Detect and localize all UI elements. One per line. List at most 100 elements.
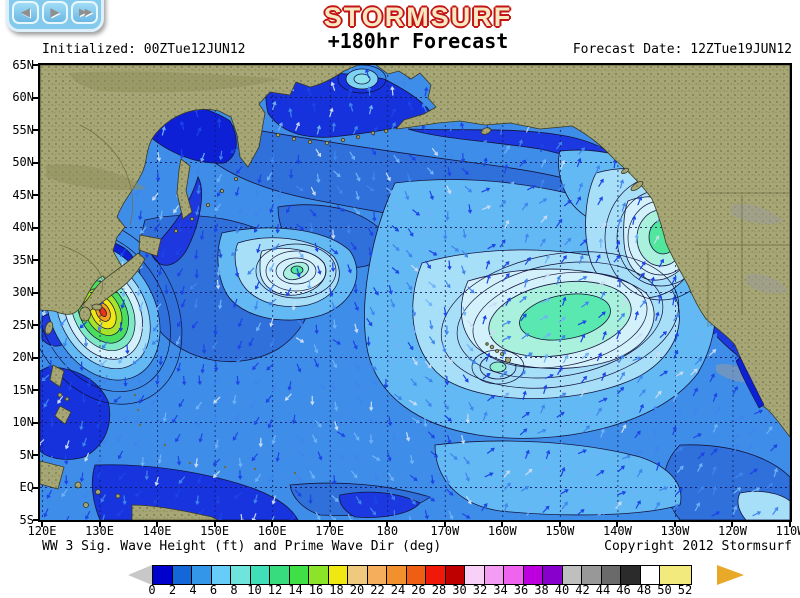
lon-tick-mark (98, 522, 101, 527)
lat-tick-mark (33, 194, 39, 196)
lat-label: 5S (19, 512, 34, 527)
lon-tick-mark (41, 522, 43, 527)
sakhalin-island (176, 158, 193, 220)
lat-tick-mark (33, 129, 39, 131)
lon-label: 150E (200, 524, 230, 538)
legend-color-cell (152, 565, 173, 585)
lon-label: 170E (315, 524, 345, 538)
legend-color-cell (230, 565, 251, 585)
legend-color-cell (308, 565, 329, 585)
land-masses (40, 65, 790, 520)
legend-underflow-arrow (128, 565, 152, 585)
legend-overflow-cell (659, 565, 692, 585)
scale-tick-label: 16 (308, 583, 324, 597)
lon-tick-mark (501, 522, 504, 527)
scale-tick-label: 4 (189, 583, 197, 597)
philippines (49, 364, 72, 425)
initialized-label: Initialized: 00ZTue12JUN12 (42, 42, 246, 57)
scale-tick-label: 28 (431, 583, 447, 597)
lat-tick-mark (33, 291, 39, 294)
haida-gwaii (620, 167, 630, 175)
legend-color-cell (347, 565, 368, 585)
scale-tick-label: 48 (636, 583, 652, 597)
map-caption: WW 3 Sig. Wave Height (ft) and Prime Wav… (42, 539, 442, 554)
legend-color-cell (522, 565, 543, 585)
scale-tick-label: 40 (554, 583, 570, 597)
legend-color-cell (386, 565, 407, 585)
legend-color-cell (581, 565, 602, 585)
lon-tick-mark (328, 522, 331, 527)
legend-color-cell (620, 565, 641, 585)
lat-label: 5N (19, 447, 34, 462)
legend-color-cell (366, 565, 387, 585)
lon-tick-mark (156, 522, 159, 527)
scale-tick-label: 24 (390, 583, 406, 597)
lon-tick-mark (731, 522, 734, 527)
scale-tick-label: 6 (209, 583, 218, 597)
lon-tick-mark (213, 522, 216, 527)
asia-landmass (40, 65, 359, 315)
gulf-of-california (735, 356, 765, 409)
lon-tick-mark (616, 522, 619, 527)
lat-tick-mark (33, 454, 39, 456)
scale-tick-label: 20 (349, 583, 365, 597)
pacific-wave-map-frame (38, 63, 792, 522)
lon-label: 120E (27, 524, 57, 538)
scale-tick-label: 22 (370, 583, 385, 597)
scale-tick-label: 44 (595, 583, 611, 597)
legend-color-cell (639, 565, 660, 585)
shikoku (91, 303, 103, 311)
legend-color-cell (542, 565, 563, 585)
scale-tick-label: 46 (616, 583, 631, 597)
scale-tick-label: 10 (247, 583, 262, 597)
lat-tick-mark (33, 324, 39, 326)
scale-tick-label: 32 (472, 583, 488, 597)
copyright-label: Copyright 2012 Stormsurf (604, 539, 792, 554)
lat-label: 45N (12, 187, 34, 202)
legend-color-cell (425, 565, 446, 585)
legend-color-cell (405, 565, 426, 585)
scale-tick-label: 2 (168, 583, 177, 597)
lat-tick-mark (33, 226, 39, 229)
prev-frame-button[interactable]: ◀ (12, 1, 39, 24)
indonesia-new-guinea (40, 460, 219, 520)
kuril-islands (173, 177, 238, 233)
lon-label: 160W (487, 524, 517, 538)
lon-label: 170W (430, 524, 460, 538)
scale-tick-label: 8 (230, 583, 238, 597)
lat-label: 10N (12, 415, 34, 429)
lon-label: 140E (142, 524, 172, 538)
lat-tick-mark (33, 259, 39, 261)
state-borders (59, 124, 790, 327)
next-frame-button[interactable]: ▶ (41, 1, 69, 24)
lon-tick-mark (443, 522, 446, 527)
scale-tick-label: 50 (657, 583, 672, 597)
wave-height-color-scale (152, 565, 692, 585)
scale-tick-label: 26 (411, 583, 426, 597)
lon-label: 180 (376, 524, 399, 538)
hokkaido (138, 234, 162, 257)
frame-navigation-panel: ◀ ▶ ▶▶ (6, 0, 104, 32)
lat-tick-mark (33, 486, 39, 489)
lat-label: 25N (12, 317, 34, 332)
scale-tick-label: 14 (288, 583, 303, 597)
legend-color-cell (327, 565, 348, 585)
lat-label: 50N (12, 155, 34, 169)
scale-tick-label: 18 (329, 583, 344, 597)
lat-tick-mark (33, 389, 39, 391)
legend-color-cell (191, 565, 212, 585)
lat-label: 60N (12, 90, 34, 104)
lat-label: 15N (12, 382, 34, 397)
legend-color-cell (249, 565, 270, 585)
scale-tick-label: 34 (493, 583, 508, 597)
last-frame-button[interactable]: ▶▶ (71, 1, 99, 24)
legend-color-cell (483, 565, 504, 585)
lat-label: EQ (19, 480, 34, 494)
micronesia-islets (133, 393, 297, 475)
legend-overflow-arrow (717, 565, 744, 585)
scale-tick-label: 52 (677, 583, 693, 597)
scale-tick-label: 30 (452, 583, 467, 597)
scale-tick-label: 12 (267, 583, 283, 597)
lat-tick-mark (33, 161, 39, 164)
